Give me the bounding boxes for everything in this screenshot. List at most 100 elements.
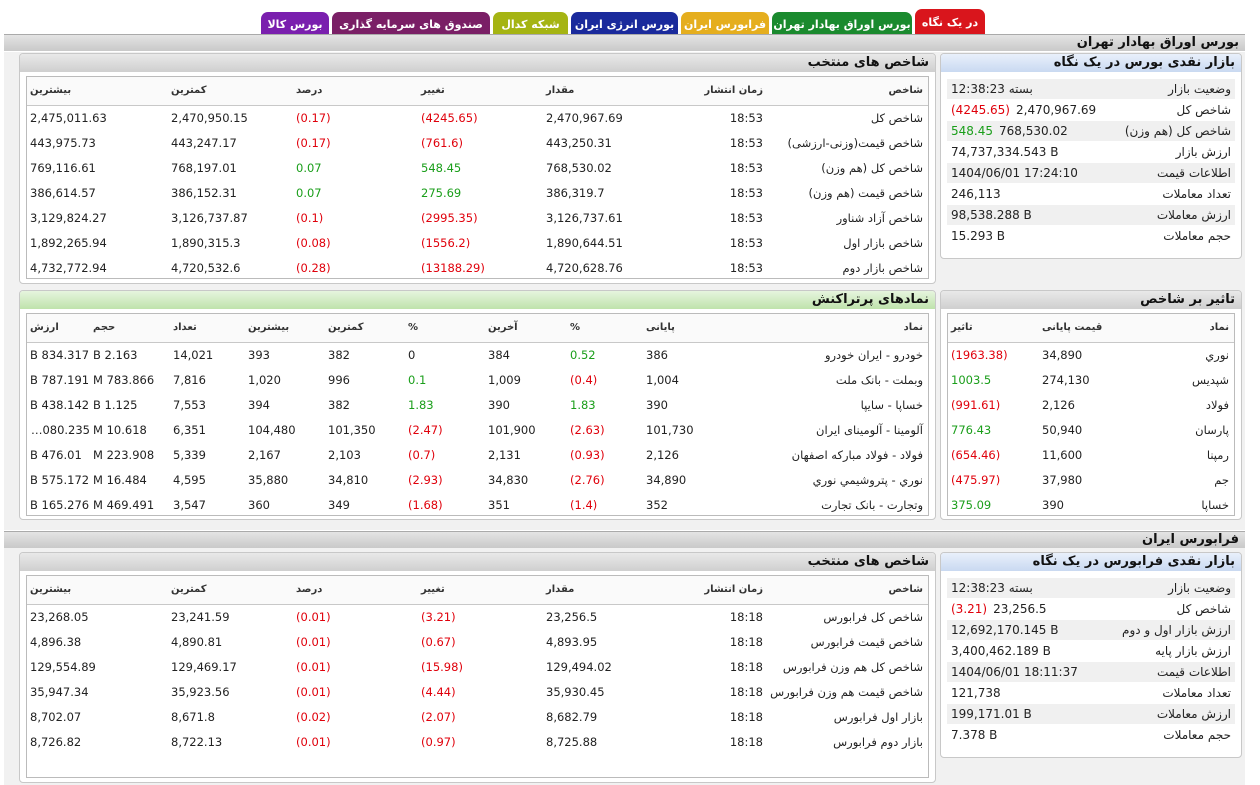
table-cell[interactable]: خساپا [1201,497,1229,512]
tab-tehran-stock-exchange[interactable]: بورس اوراق بهادار تهران [772,12,912,36]
table-cell[interactable]: خودرو - ایران خودرو [824,347,923,362]
table-cell[interactable]: شاخص کل هم وزن فرابورس [782,659,923,674]
index-row[interactable]: شاخص بازار دوم 18:53 4,720,628.76 (13188.29… [27,255,928,280]
table-cell[interactable]: جم [1214,472,1229,487]
influence-row[interactable]: فولاد 2,126 (991.61) [948,392,1234,417]
table-cell[interactable]: شاخص قیمت (هم وزن) [808,185,923,200]
table-cell: 443,247.17 [171,135,237,150]
table-cell: 10.618 M [93,422,147,437]
column-header[interactable]: تاثیر [948,314,1039,343]
table-cell: (1556.2) [421,235,471,250]
index-row[interactable]: شاخص کل (هم وزن) 18:53 768,530.02 548.45 0.0… [27,155,928,180]
tab-funds[interactable]: صندوق های سرمایه گذاری [332,12,490,36]
table-cell: 8,682.79 [546,709,598,724]
index-row[interactable]: شاخص کل 18:53 2,470,967.69 (4245.65) (0.17) 2… [27,105,928,130]
index-row[interactable]: شاخص قیمت(وزنی-ارزشی) 18:53 443,250.31 (761… [27,130,928,155]
table-cell[interactable]: نوري - پتروشيمي نوري [812,472,923,487]
index-row[interactable]: شاخص قیمت (هم وزن) 18:53 386,319.7 275.69 0.… [27,180,928,205]
column-header[interactable]: ارزش [27,314,90,343]
column-header[interactable]: تغییر [418,77,543,106]
index-row[interactable]: شاخص کل هم وزن فرابورس 18:18 129,494.02 (15… [27,654,928,679]
column-header[interactable]: پایانی [643,314,723,343]
table-cell: 386,152.31 [171,185,237,200]
column-header[interactable]: تعداد [170,314,245,343]
column-header[interactable]: مقدار [543,77,673,106]
column-header[interactable]: درصد [293,77,418,106]
column-header[interactable]: بیشترین [245,314,325,343]
table-cell: 34,830 [488,472,529,487]
table-cell: 23,241.59 [171,609,230,624]
symbol-row[interactable]: آلومینا - آلومينای ايران 101,730 (2.63) 101… [27,417,928,442]
symbol-row[interactable]: خساپا - سايپا 390 1.83 390 1.83 382 394 7,553 1.… [27,392,928,417]
column-header[interactable]: % [405,314,485,343]
column-header[interactable]: مقدار [543,576,673,605]
table-cell[interactable]: شاخص آزاد شناور [836,210,923,225]
column-header[interactable]: کمترین [325,314,405,343]
table-cell[interactable]: وبملت - بانک ملت [835,372,923,387]
symbol-row[interactable]: فولاد - فولاد مبارکه اصفهان 2,126 (0.93) 2,… [27,442,928,467]
index-row[interactable]: شاخص قيمت هم وزن فرابورس 18:18 35,930.45 (4… [27,679,928,704]
table-cell: 18:18 [729,659,763,674]
table-cell[interactable]: وتجارت - بانک تجارت [821,497,923,512]
symbol-row[interactable]: خودرو - ایران خودرو 386 0.52 384 0 382 393 14,0… [27,342,928,367]
tab-codal[interactable]: شبکه کدال [493,12,568,36]
column-header[interactable]: تغییر [418,576,543,605]
tab-commodity-exchange[interactable]: بورس کالا [261,12,329,36]
column-header[interactable]: نماد [723,314,928,343]
table-cell[interactable]: شاخص کل [870,110,923,125]
table-cell: 101,730 [646,422,694,437]
table-cell[interactable]: شاخص بازار اول [843,235,923,250]
influence-row[interactable]: شپديس 274,130 1003.5 [948,367,1234,392]
table-cell[interactable]: بازار دوم فرابورس [833,734,923,749]
market-stat-number: 199,171.01 B [951,707,1032,721]
table-cell[interactable]: شاخص قيمت فرابورس [810,634,923,649]
table-cell[interactable]: شپديس [1191,372,1229,387]
column-header[interactable]: شاخص [768,576,928,605]
influence-row[interactable]: خساپا 390 375.09 [948,492,1234,517]
tab-ifb[interactable]: فرابورس ایران [681,12,769,36]
column-header[interactable]: درصد [293,576,418,605]
table-cell[interactable]: شاخص بازار دوم [842,260,923,275]
column-header[interactable]: حجم [90,314,170,343]
column-header[interactable]: آخرین [485,314,567,343]
table-cell[interactable]: فولاد [1205,397,1229,412]
index-row[interactable]: شاخص کل فرابورس 18:18 23,256.5 (3.21) (0.01)… [27,604,928,629]
influence-row[interactable]: رمپنا 11,600 (654.46) [948,442,1234,467]
column-header[interactable]: بیشترین [27,576,168,605]
table-cell[interactable]: نوري [1205,347,1229,362]
column-header[interactable]: کمترین [168,77,293,106]
index-row[interactable]: شاخص بازار اول 18:53 1,890,644.51 (1556.2) (… [27,230,928,255]
index-row[interactable]: شاخص آزاد شناور 18:53 3,126,737.61 (2995.35… [27,205,928,230]
table-cell[interactable]: شاخص کل (هم وزن) [821,160,923,175]
column-header[interactable]: بیشترین [27,77,168,106]
column-header[interactable]: نماد [1139,314,1234,343]
ifb-market-panel: بازار نقدی فرابورس در یک نگاه وضعیت بازا… [940,552,1242,758]
tab-energy-exchange[interactable]: بورس انرژی ایران [571,12,678,36]
symbol-row[interactable]: وتجارت - بانک تجارت 352 (1.4) 351 (1.68) 349 3… [27,492,928,517]
table-cell[interactable]: پارسان [1195,422,1229,437]
symbol-row[interactable]: نوري - پتروشيمي نوري 34,890 (2.76) 34,830 (2… [27,467,928,492]
column-header[interactable]: زمان انتشار [673,576,768,605]
influence-row[interactable]: جم 37,980 (475.97) [948,467,1234,492]
column-header[interactable]: قیمت پایانی [1039,314,1139,343]
index-row[interactable]: شاخص قيمت فرابورس 18:18 4,893.95 (0.67) (0.0… [27,629,928,654]
symbol-row[interactable]: وبملت - بانک ملت 1,004 (0.4) 1,009 0.1 996 1,0… [27,367,928,392]
table-cell[interactable]: آلومینا - آلومينای ايران [816,422,923,437]
table-cell[interactable]: شاخص کل فرابورس [823,609,923,624]
column-header[interactable]: % [567,314,643,343]
table-cell[interactable]: فولاد - فولاد مبارکه اصفهان [791,447,923,462]
index-row[interactable]: بازار اول فرابورس 18:18 8,682.79 (2.07) (0.0… [27,704,928,729]
table-cell[interactable]: رمپنا [1206,447,1229,462]
column-header[interactable]: شاخص [768,77,928,106]
table-cell[interactable]: شاخص قیمت(وزنی-ارزشی) [787,135,923,150]
column-header[interactable]: زمان انتشار [673,77,768,106]
tab-overview[interactable]: در یک نگاه [915,9,985,36]
table-cell[interactable]: شاخص قيمت هم وزن فرابورس [770,684,923,699]
market-stat-value: 74,737,334.543 B [947,145,1103,159]
index-row[interactable]: بازار دوم فرابورس 18:18 8,725.88 (0.97) (0.0… [27,729,928,754]
table-cell[interactable]: بازار اول فرابورس [833,709,923,724]
influence-row[interactable]: نوري 34,890 (1963.38) [948,342,1234,367]
table-cell[interactable]: خساپا - سايپا [860,397,923,412]
influence-row[interactable]: پارسان 50,940 776.43 [948,417,1234,442]
column-header[interactable]: کمترین [168,576,293,605]
